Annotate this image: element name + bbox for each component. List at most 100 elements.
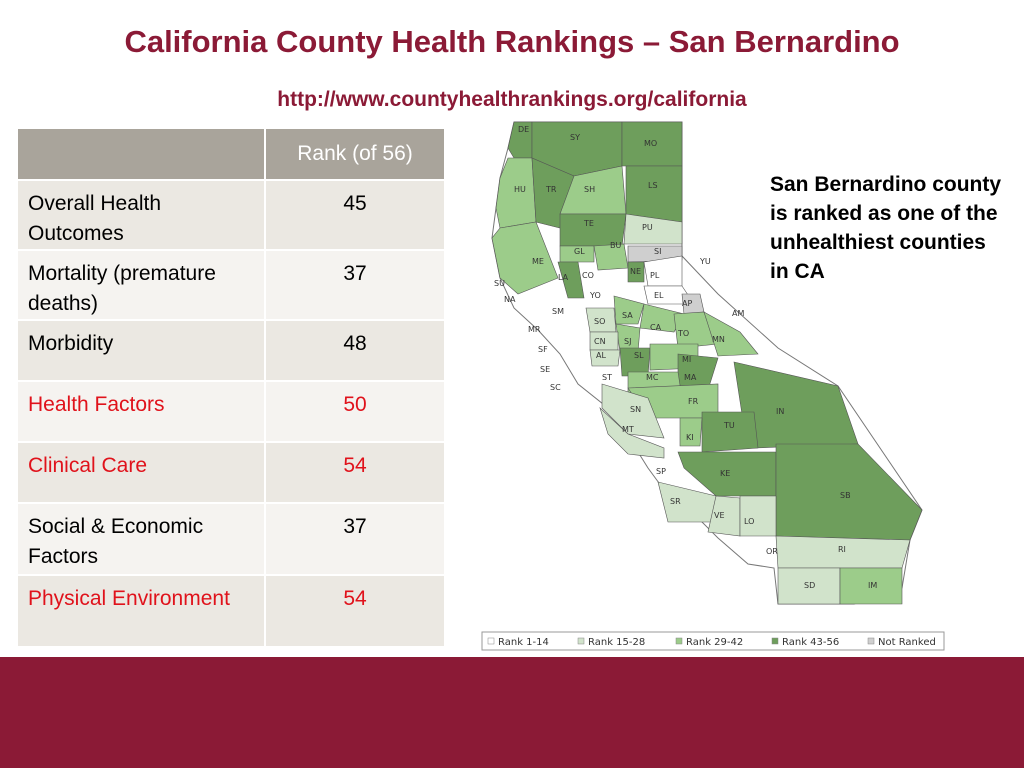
county-label-so: SO <box>594 317 605 326</box>
ranking-note: San Bernardino county is ranked as one o… <box>770 173 1002 283</box>
county-label-ri: RI <box>838 545 846 554</box>
county-label-st: ST <box>602 373 612 382</box>
county-label-yu: YU <box>699 257 711 266</box>
county-label-sb: SB <box>840 491 851 500</box>
row-label: Physical Environment <box>16 574 266 648</box>
county-label-me: ME <box>532 257 544 266</box>
county-label-fr: FR <box>688 397 699 406</box>
row-value: 37 <box>264 249 446 321</box>
row-label: Social & Economic Factors <box>16 502 266 576</box>
county-label-sd: SD <box>804 581 815 590</box>
region-lo <box>739 495 777 537</box>
county-label-or: OR <box>766 547 778 556</box>
table-row: Health Factors 50 <box>16 380 446 443</box>
county-label-te: TE <box>583 219 594 228</box>
legend-swatch <box>675 637 683 645</box>
county-label-cn: CN <box>594 337 606 346</box>
county-label-na: NA <box>504 295 516 304</box>
header-rank: Rank (of 56) <box>264 127 446 181</box>
county-label-sn: SN <box>630 405 641 414</box>
row-value: 37 <box>264 502 446 576</box>
county-label-pu: PU <box>642 223 653 232</box>
county-label-sm: SM <box>552 307 564 316</box>
region-mn <box>703 311 759 357</box>
county-label-sl: SL <box>634 351 644 360</box>
county-label-sj: SJ <box>624 337 631 346</box>
county-label-tu: TU <box>723 421 735 430</box>
row-label: Health Factors <box>16 380 266 443</box>
table-row: Physical Environment 54 <box>16 574 446 648</box>
county-label-hu: HU <box>514 185 526 194</box>
region-al <box>589 349 621 367</box>
table-row: Mortality (premature deaths) 37 <box>16 249 446 321</box>
row-value: 45 <box>264 179 446 251</box>
header-blank <box>16 127 266 181</box>
legend-label: Rank 1-14 <box>498 637 549 648</box>
county-label-tr: TR <box>545 185 557 194</box>
county-label-si: SI <box>654 247 661 256</box>
legend-swatch <box>867 637 875 645</box>
region-sa <box>613 295 645 325</box>
county-label-sf: SF <box>538 345 548 354</box>
county-label-su: SU <box>494 279 505 288</box>
county-label-sr: SR <box>670 497 681 506</box>
county-label-sh: SH <box>584 185 595 194</box>
county-label-in: IN <box>776 407 784 416</box>
row-value: 50 <box>264 380 446 443</box>
county-label-mn: MN <box>712 335 725 344</box>
row-label: Morbidity <box>16 319 266 382</box>
county-label-to: TO <box>677 329 689 338</box>
row-label: Mortality (premature deaths) <box>16 249 266 321</box>
county-label-am: AM <box>732 309 744 318</box>
legend-label: Not Ranked <box>878 637 936 648</box>
region-ca <box>639 303 685 333</box>
county-label-mc: MC <box>646 373 659 382</box>
county-label-la: LA <box>558 273 569 282</box>
county-label-im: IM <box>868 581 877 590</box>
legend-label: Rank 43-56 <box>782 637 839 648</box>
county-label-mt: MT <box>622 425 634 434</box>
table-header-row: Rank (of 56) <box>16 127 446 181</box>
table-row: Social & Economic Factors 37 <box>16 502 446 576</box>
county-label-ap: AP <box>682 299 692 308</box>
county-label-bu: BU <box>610 241 621 250</box>
legend-swatch <box>487 637 495 645</box>
row-label: Overall Health Outcomes <box>16 179 266 251</box>
county-label-se: SE <box>540 365 550 374</box>
region-gl <box>559 245 595 263</box>
county-label-de: DE <box>518 125 529 134</box>
legend-label: Rank 29-42 <box>686 637 743 648</box>
table-row: Clinical Care 54 <box>16 441 446 504</box>
region-la <box>557 261 585 299</box>
legend-swatch <box>577 637 585 645</box>
row-value: 54 <box>264 441 446 504</box>
county-label-sc: SC <box>550 383 561 392</box>
county-labels: DE SY MO HU TR SH LS TE PU GL BU SI ME LA CO NE PL YU SU YO… <box>494 125 877 590</box>
region-ls <box>625 165 683 223</box>
county-label-mr: MR <box>528 325 541 334</box>
county-label-gl: GL <box>574 247 585 256</box>
region-me <box>491 221 559 295</box>
county-label-pl: PL <box>650 271 660 280</box>
county-label-sp: SP <box>656 467 666 476</box>
region-sn <box>601 383 665 439</box>
region-mt <box>599 407 665 459</box>
county-label-ki: KI <box>686 433 694 442</box>
county-label-yo: YO <box>589 291 601 300</box>
legend-label: Rank 15-28 <box>588 637 645 648</box>
region-im <box>839 567 903 605</box>
source-url[interactable]: http://www.countyhealthrankings.org/cali… <box>277 88 747 111</box>
legend-swatch <box>771 637 779 645</box>
county-label-sa: SA <box>622 311 633 320</box>
county-label-ne: NE <box>630 267 641 276</box>
table-row: Overall Health Outcomes 45 <box>16 179 446 251</box>
region-ne <box>627 261 645 283</box>
region-ki <box>679 417 703 447</box>
county-label-lo: LO <box>744 517 754 526</box>
county-label-ke: KE <box>720 469 730 478</box>
county-label-el: EL <box>654 291 664 300</box>
row-value: 54 <box>264 574 446 648</box>
county-label-mo: MO <box>644 139 657 148</box>
row-label: Clinical Care <box>16 441 266 504</box>
region-tu <box>701 411 759 453</box>
